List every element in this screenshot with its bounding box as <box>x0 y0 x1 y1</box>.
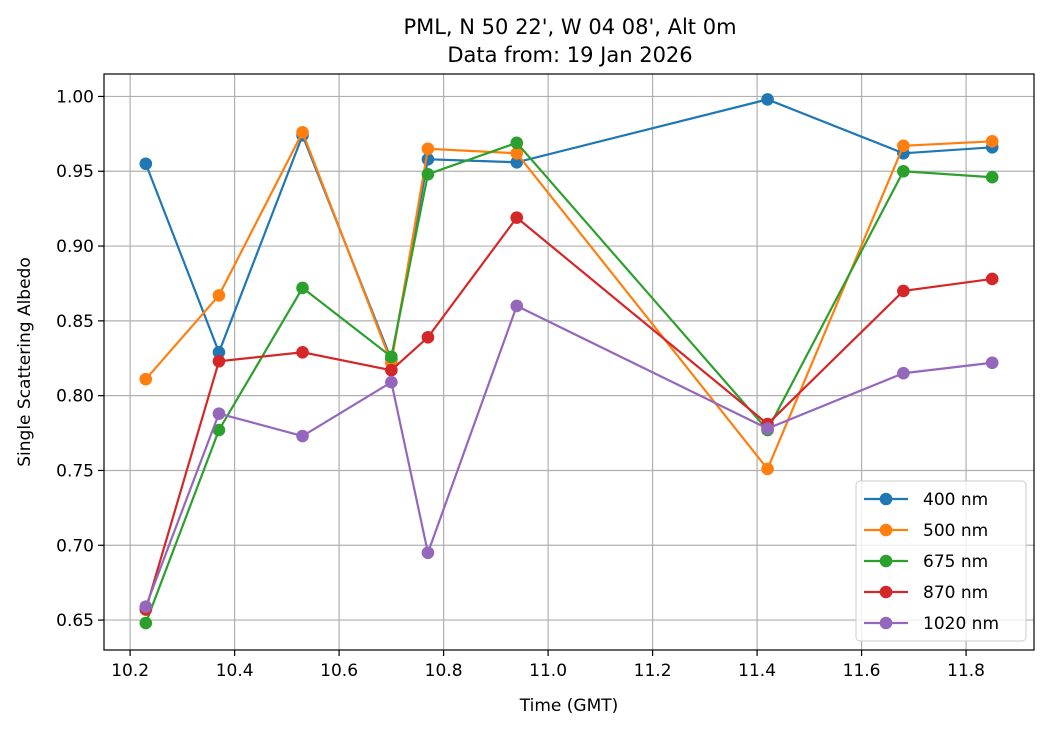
data-point <box>510 299 524 313</box>
data-point <box>897 139 910 153</box>
data-point <box>212 345 226 359</box>
y-axis-label: Single Scattering Albedo <box>15 257 35 467</box>
data-point <box>385 350 398 364</box>
x-tick-label: 11.4 <box>738 661 776 681</box>
y-tick-label: 0.75 <box>56 461 94 481</box>
data-point <box>296 429 309 443</box>
legend: 400 nm 500 nm 675 nm 870 nm 1020 nm <box>855 480 1027 642</box>
legend-label: 500 nm <box>923 521 988 541</box>
legend-marker <box>879 554 893 568</box>
legend-item: 500 nm <box>864 521 988 541</box>
series-group <box>139 93 999 630</box>
legend-marker <box>879 492 893 506</box>
data-point <box>897 164 910 178</box>
data-point <box>510 146 524 160</box>
data-point <box>296 281 309 295</box>
data-point <box>212 354 226 368</box>
data-point <box>139 600 153 613</box>
y-tick-label: 0.90 <box>56 237 94 257</box>
grid <box>104 74 1034 650</box>
series-line <box>144 129 993 472</box>
x-tick-label: 11.0 <box>529 661 567 681</box>
data-point <box>985 170 999 184</box>
legend-label: 1020 nm <box>923 614 999 634</box>
data-point <box>510 155 524 169</box>
y-tick-label: 0.95 <box>56 162 94 182</box>
data-point <box>985 272 999 286</box>
data-point <box>421 167 435 181</box>
data-point <box>761 462 774 476</box>
legend-marker <box>879 585 893 599</box>
x-tick-label: 10.8 <box>425 661 463 681</box>
data-point <box>296 345 309 359</box>
legend-item: 1020 nm <box>864 614 999 634</box>
x-tick-label: 10.2 <box>111 661 149 681</box>
data-point <box>212 407 226 420</box>
series-675-nm <box>139 136 999 630</box>
legend-item: 675 nm <box>864 552 988 572</box>
data-point <box>421 331 435 344</box>
x-tick-label: 11.6 <box>843 661 881 681</box>
data-point <box>139 372 153 386</box>
series-870-nm <box>139 211 999 616</box>
x-axis-label: Time (GMT) <box>519 696 619 716</box>
x-tick-label: 11.8 <box>947 661 985 681</box>
x-tick-label: 10.4 <box>216 661 254 681</box>
data-point <box>139 616 153 630</box>
data-point <box>761 422 774 435</box>
y-tick-label: 0.70 <box>56 536 94 556</box>
legend-label: 675 nm <box>923 552 988 572</box>
data-point <box>897 366 910 380</box>
legend-item: 870 nm <box>864 583 988 603</box>
x-tick-label: 11.2 <box>634 661 672 681</box>
y-tick-label: 0.80 <box>56 387 94 407</box>
data-point <box>385 375 398 389</box>
legend-label: 400 nm <box>923 490 988 510</box>
data-point <box>510 211 524 224</box>
legend-marker <box>879 616 893 630</box>
data-point <box>421 546 435 560</box>
axes: 10.2 10.4 10.6 10.8 11.0 11.2 11.4 11.6 11.8 0.65… <box>56 73 1035 681</box>
data-point <box>510 136 524 150</box>
legend-box <box>855 480 1027 642</box>
data-point <box>385 363 398 377</box>
data-point <box>139 157 153 171</box>
legend-label: 870 nm <box>923 583 988 603</box>
chart-title: PML, N 50 22', W 04 08', Alt 0m <box>403 15 736 39</box>
y-tick-label: 1.00 <box>56 87 94 107</box>
legend-item: 400 nm <box>864 490 988 510</box>
legend-marker <box>879 523 893 537</box>
data-point <box>296 126 309 139</box>
y-tick-label: 0.65 <box>56 611 94 631</box>
series-1020-nm <box>139 299 999 613</box>
series-500-nm <box>139 126 999 476</box>
y-tick-label: 0.85 <box>56 312 94 332</box>
data-point <box>421 142 435 156</box>
data-point <box>212 289 226 302</box>
data-point <box>897 284 910 298</box>
chart-subtitle: Data from: 19 Jan 2026 <box>447 43 692 67</box>
data-point <box>212 423 226 437</box>
data-point <box>761 93 774 106</box>
x-tick-label: 10.6 <box>320 661 358 681</box>
data-point <box>985 356 999 370</box>
data-point <box>985 135 999 148</box>
plot-frame <box>103 73 1035 651</box>
